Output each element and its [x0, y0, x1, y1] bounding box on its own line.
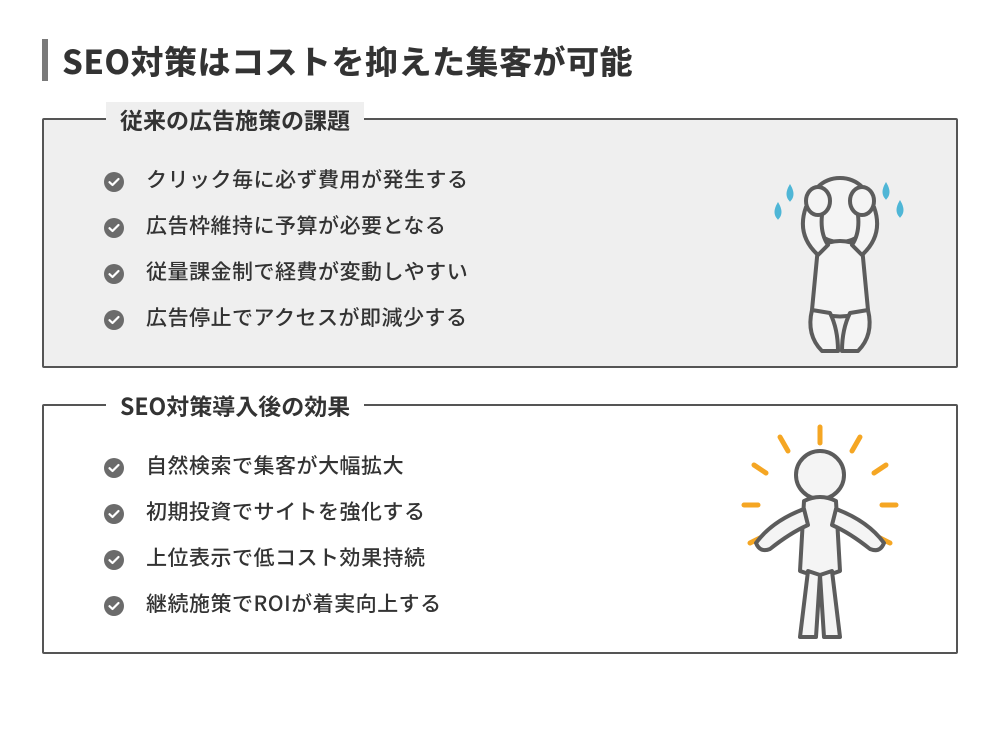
page-title: SEO対策はコストを抑えた集客が可能 [62, 36, 633, 84]
check-icon [104, 593, 124, 613]
distressed-figure-icon [760, 165, 920, 360]
title-accent-bar [42, 39, 48, 81]
panel-effects: SEO対策導入後の効果 自然検索で集客が大幅拡大 初期投資でサイトを強化する 上… [42, 404, 958, 654]
panel-effects-label: SEO対策導入後の効果 [106, 388, 364, 422]
list-item-text: 広告停止でアクセスが即減少する [146, 302, 467, 332]
list-item-text: 初期投資でサイトを強化する [146, 496, 426, 526]
list-item-text: 広告枠維持に予算が必要となる [146, 210, 446, 240]
page-title-row: SEO対策はコストを抑えた集客が可能 [42, 36, 958, 84]
check-icon [104, 215, 124, 235]
panel-problems: 従来の広告施策の課題 クリック毎に必ず費用が発生する 広告枠維持に予算が必要とな… [42, 118, 958, 368]
list-item-text: 継続施策でROIが着実向上する [146, 588, 442, 618]
check-icon [104, 261, 124, 281]
list-item-text: 上位表示で低コスト効果持続 [146, 542, 426, 572]
panel-problems-label: 従来の広告施策の課題 [106, 102, 364, 136]
list-item-text: 従量課金制で経費が変動しやすい [146, 256, 468, 286]
list-item-text: クリック毎に必ず費用が発生する [146, 164, 469, 194]
list-item-text: 自然検索で集客が大幅拡大 [146, 450, 404, 480]
check-icon [104, 455, 124, 475]
check-icon [104, 547, 124, 567]
check-icon [104, 501, 124, 521]
happy-figure-icon [720, 421, 920, 646]
check-icon [104, 169, 124, 189]
check-icon [104, 307, 124, 327]
